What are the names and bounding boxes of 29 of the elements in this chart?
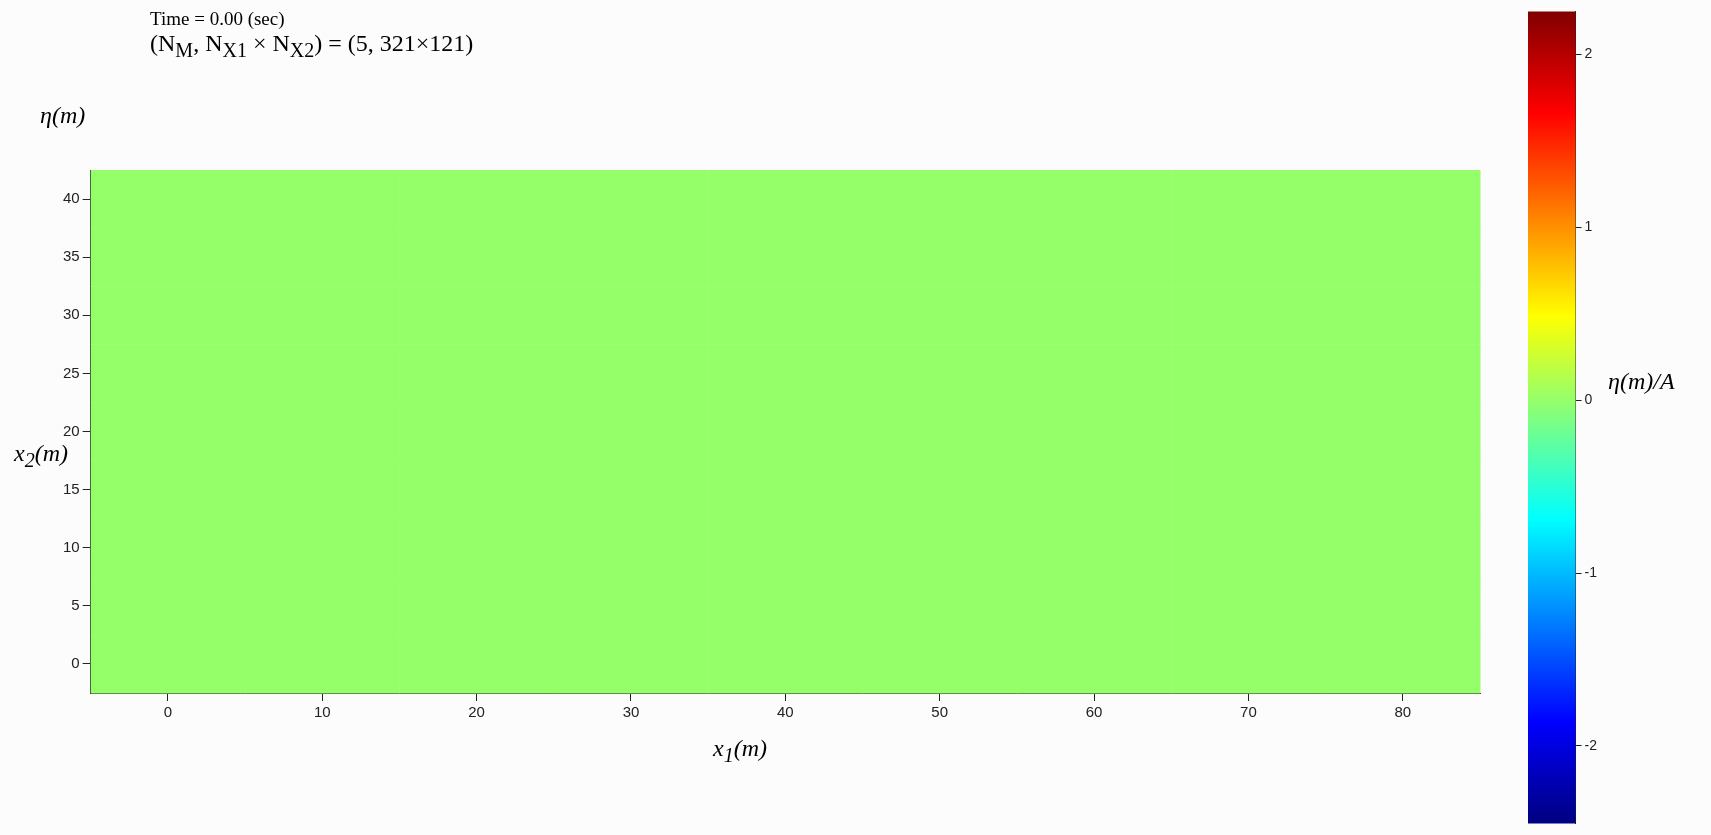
color-bar-label: -1 [1584,563,1598,580]
x-tick-label: 70 [1240,703,1257,721]
color-bar-label: -2 [1584,736,1598,753]
y-tick-label: 15 [63,479,80,497]
text: η(m) [40,102,86,129]
x-tick-label: 80 [1394,703,1412,721]
x-tick-label: 60 [1085,703,1103,721]
color-bar-label: 0 [1584,391,1593,408]
color-bar-label: 2 [1584,45,1593,62]
y-tick-label: 20 [63,421,80,439]
y-tick-label: 0 [71,654,80,672]
x-axis-title: x$_{1}$(m) [711,735,768,767]
y-axis-title: x$_{2}$(m) [14,440,68,472]
x-tick-label: 10 [313,703,331,721]
x-tick-label: 50 [931,703,949,721]
x-tick-label: 40 [777,703,794,721]
chart-title: Time = 0.00 (sec) [150,8,285,30]
y-tick-label: 25 [63,363,80,381]
chart-subtitle: (N$_{M}$, N$_{X1}$ × N$_{X2}$) = (5, 321×121) [150,30,474,62]
y-tick-label: 40 [63,189,80,207]
x-tick-label: 30 [622,703,640,721]
x-tick-label: 0 [163,703,173,721]
color-bar-title: η(m)/A [1608,368,1675,395]
color-bar-label: 1 [1584,218,1593,235]
y-tick-label: 10 [63,537,80,555]
y-tick-label: 35 [63,247,80,265]
x-tick-label: 20 [468,703,485,721]
y-tick-label: 30 [63,305,80,323]
y-tick-label: 5 [71,595,80,613]
